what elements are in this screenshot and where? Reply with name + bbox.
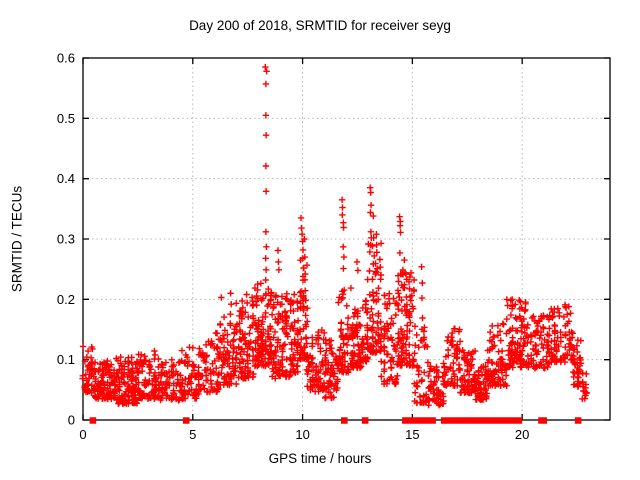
chart-title: Day 200 of 2018, SRMTID for receiver sey… [189,18,451,33]
y-tick-label: 0.6 [57,51,75,66]
x-tick-label: 20 [515,427,529,442]
y-tick-label: 0 [68,413,75,428]
y-tick-label: 0.4 [57,171,75,186]
y-tick-label: 0.2 [57,292,75,307]
y-tick-label: 0.5 [57,111,75,126]
series-flagged-zero-squares [89,417,582,424]
y-axis-label: SRMTID / TECUs [9,185,25,293]
y-tick-label: 0.1 [57,352,75,367]
y-tick-label: 0.3 [57,232,75,247]
x-tick-label: 0 [79,427,86,442]
axis-ticks [82,57,610,421]
x-axis-label: GPS time / hours [268,451,372,466]
x-tick-label: 5 [189,427,196,442]
x-tick-label: 15 [405,427,419,442]
x-tick-label: 10 [295,427,309,442]
series-srmtid-points [79,63,590,409]
